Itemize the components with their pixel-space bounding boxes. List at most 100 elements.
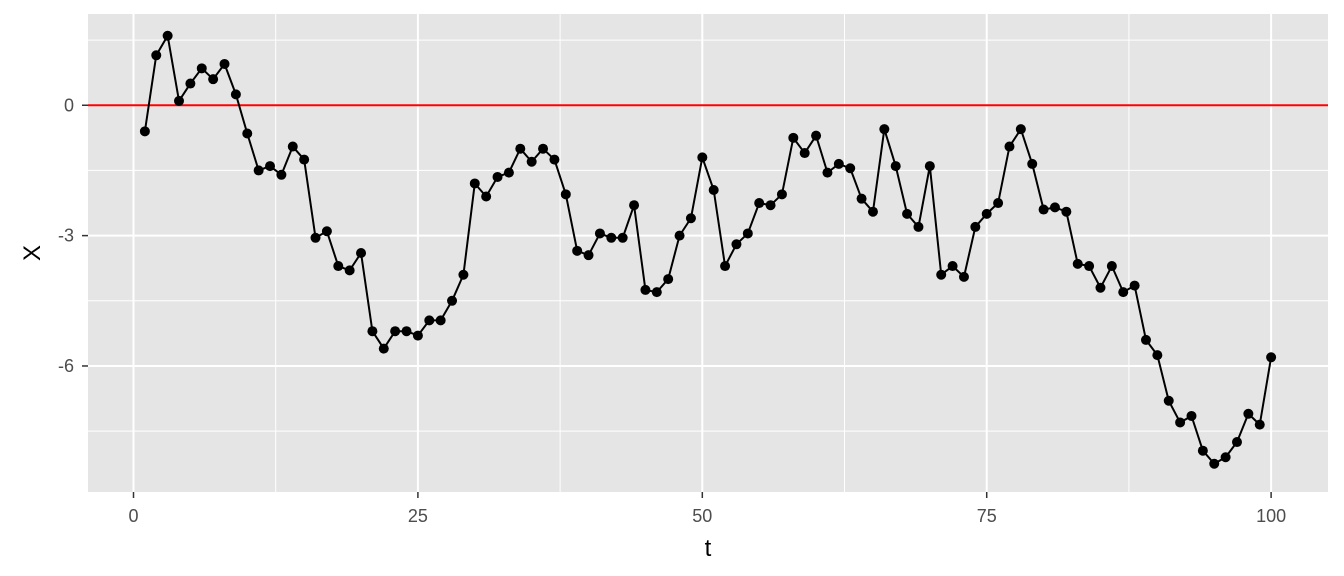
data-point xyxy=(265,161,276,172)
data-point xyxy=(1015,124,1026,135)
data-point xyxy=(720,261,731,272)
data-point xyxy=(594,228,605,239)
data-point xyxy=(708,184,719,195)
x-tick-label: 75 xyxy=(977,506,997,526)
data-point xyxy=(640,284,651,295)
data-point xyxy=(1140,334,1151,345)
data-point xyxy=(515,143,526,154)
data-point xyxy=(1004,141,1015,152)
data-point xyxy=(287,141,298,152)
data-point xyxy=(833,158,844,169)
data-point xyxy=(856,193,867,204)
data-point xyxy=(401,326,412,337)
data-point xyxy=(538,143,549,154)
data-point xyxy=(344,265,355,276)
data-point xyxy=(799,148,810,159)
data-point xyxy=(765,200,776,211)
data-point xyxy=(902,208,913,219)
data-point xyxy=(697,152,708,163)
data-point xyxy=(981,208,992,219)
x-tick-label: 25 xyxy=(408,506,428,526)
data-point xyxy=(1106,261,1117,272)
data-point xyxy=(924,161,935,172)
x-tick-label: 100 xyxy=(1256,506,1286,526)
x-axis-title: t xyxy=(705,535,712,562)
data-point xyxy=(913,221,924,232)
data-point xyxy=(1209,458,1220,469)
data-point xyxy=(1197,445,1208,456)
data-point xyxy=(333,261,344,272)
data-point xyxy=(230,89,241,100)
data-point xyxy=(447,295,458,306)
grid-minor xyxy=(88,14,1328,492)
data-point xyxy=(1027,158,1038,169)
data-point xyxy=(1266,352,1277,363)
data-point xyxy=(1163,395,1174,406)
data-point xyxy=(174,95,185,106)
series-layer xyxy=(139,30,1277,469)
data-point xyxy=(1129,280,1140,291)
data-point xyxy=(947,261,958,272)
data-point xyxy=(492,171,503,182)
data-point xyxy=(1175,417,1186,428)
y-axis-title: X xyxy=(19,245,46,261)
data-point xyxy=(1118,287,1129,298)
y-tick-label: -6 xyxy=(58,356,74,376)
data-point xyxy=(1061,206,1072,217)
data-point xyxy=(970,221,981,232)
data-point xyxy=(993,198,1004,209)
data-point xyxy=(276,169,287,180)
data-point xyxy=(742,228,753,239)
data-point xyxy=(1186,410,1197,421)
data-point xyxy=(1220,452,1231,463)
series-line xyxy=(143,34,1273,465)
data-point xyxy=(412,330,423,341)
data-point xyxy=(1254,419,1265,430)
data-point xyxy=(776,189,787,200)
data-point xyxy=(788,132,799,143)
axis-ticks xyxy=(82,104,1272,498)
data-point xyxy=(151,50,162,61)
data-point xyxy=(629,200,640,211)
data-point xyxy=(1072,258,1083,269)
data-point xyxy=(208,74,219,85)
data-point xyxy=(356,248,367,258)
y-tick-labels: 0 -3 -6 xyxy=(58,95,74,376)
data-point xyxy=(1049,202,1060,213)
data-point xyxy=(139,126,150,137)
data-point xyxy=(663,274,674,285)
data-point xyxy=(253,165,264,176)
data-point xyxy=(1152,350,1163,361)
data-point xyxy=(481,191,492,202)
data-point xyxy=(890,161,901,172)
data-point xyxy=(1038,204,1049,215)
data-point xyxy=(435,315,446,326)
data-point xyxy=(424,315,435,326)
data-point xyxy=(845,163,856,174)
data-point xyxy=(367,326,378,337)
data-point xyxy=(651,287,662,298)
x-tick-labels: 0 25 50 75 100 xyxy=(128,506,1286,526)
data-point xyxy=(219,58,230,69)
data-point xyxy=(378,343,389,354)
data-point xyxy=(162,30,173,41)
data-point xyxy=(469,178,480,189)
data-point xyxy=(936,269,947,280)
data-point xyxy=(1231,437,1242,448)
data-point xyxy=(572,245,583,256)
data-point xyxy=(867,206,878,217)
data-point xyxy=(242,128,253,139)
data-point xyxy=(583,250,594,261)
data-point xyxy=(606,232,617,243)
data-point xyxy=(310,232,321,243)
data-point xyxy=(1243,408,1254,419)
data-point xyxy=(958,271,969,282)
data-point xyxy=(503,167,514,178)
y-tick-label: -3 xyxy=(58,226,74,246)
data-point xyxy=(754,198,765,209)
data-point xyxy=(321,226,332,237)
data-point xyxy=(458,269,469,280)
data-point xyxy=(811,130,822,141)
x-tick-label: 0 xyxy=(128,506,138,526)
